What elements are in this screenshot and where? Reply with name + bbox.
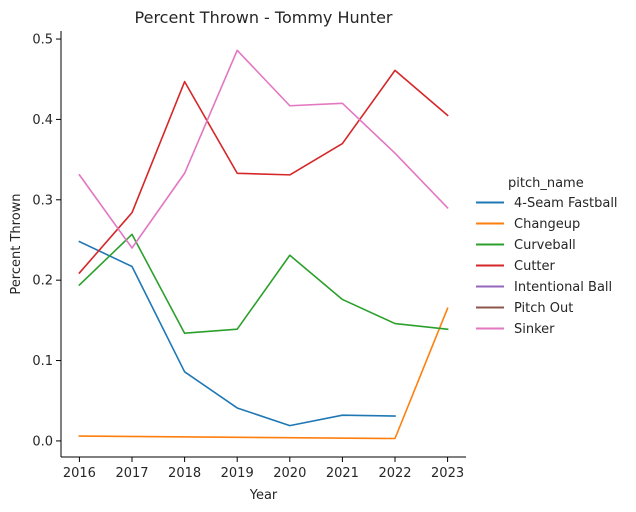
- legend-label-intentional-ball: Intentional Ball: [514, 280, 612, 295]
- legend-label-cutter: Cutter: [514, 259, 556, 274]
- x-tick-label: 2020: [273, 466, 306, 481]
- x-tick-label: 2019: [221, 466, 254, 481]
- series-line-cutter: [78, 69, 449, 275]
- chart-title: Percent Thrown - Tommy Hunter: [135, 8, 393, 27]
- x-tick-label: 2022: [378, 466, 411, 481]
- x-tick-label: 2017: [115, 466, 148, 481]
- plot-area: 2016 2017 2018 2019 2020 2021 2022 2023 0.0 0.1 0.…: [32, 31, 466, 481]
- x-tick-label: 2018: [168, 466, 201, 481]
- legend: pitch_name 4-Seam Fastball Changeup Curveb…: [476, 176, 618, 337]
- y-tick-label: 0.5: [32, 33, 53, 48]
- legend-label-4-seam-fastball: 4-Seam Fastball: [514, 196, 618, 211]
- x-tick-label: 2016: [63, 466, 96, 481]
- x-axis-label: Year: [249, 488, 278, 503]
- y-tick-label: 0.2: [32, 274, 53, 289]
- y-tick-label: 0.3: [32, 193, 53, 208]
- y-tick-label: 0.1: [32, 354, 53, 369]
- series-line-4-seam-fastball: [78, 240, 396, 427]
- series-line-sinker: [78, 49, 449, 249]
- legend-label-curveball: Curveball: [514, 238, 576, 253]
- legend-label-sinker: Sinker: [514, 322, 555, 337]
- series-line-curveball: [78, 233, 449, 335]
- y-axis-label: Percent Thrown: [9, 193, 24, 294]
- x-tick-label: 2023: [431, 466, 464, 481]
- x-tick-label: 2021: [326, 466, 359, 481]
- series-line-changeup: [78, 307, 449, 440]
- legend-title: pitch_name: [508, 176, 584, 191]
- y-tick-label: 0.0: [32, 434, 53, 449]
- y-tick-label: 0.4: [32, 113, 53, 128]
- legend-label-changeup: Changeup: [514, 217, 580, 232]
- legend-label-pitch-out: Pitch Out: [514, 301, 573, 316]
